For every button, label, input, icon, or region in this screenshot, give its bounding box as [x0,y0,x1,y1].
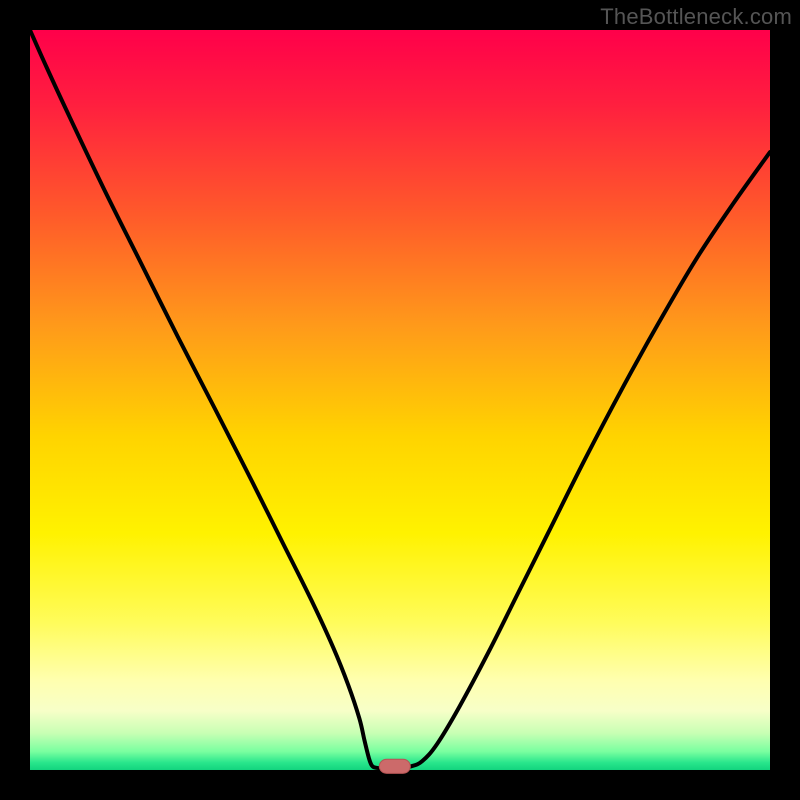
bottleneck-chart [0,0,800,800]
optimum-marker [379,759,410,773]
plot-background [30,30,770,770]
chart-stage: TheBottleneck.com [0,0,800,800]
